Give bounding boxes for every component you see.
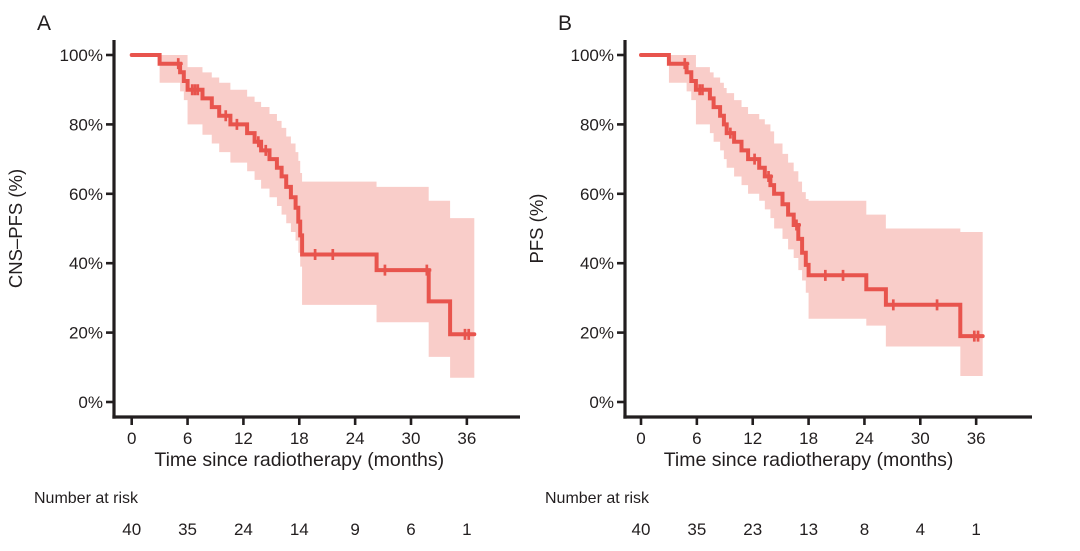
censor-mark-A-13: [464, 328, 474, 340]
y-tick-label-B-20: 20%: [580, 324, 614, 343]
x-axis-title-B: Time since radiotherapy (months): [664, 449, 954, 471]
km-curve-B: [639, 53, 985, 339]
y-axis-title-A: CNS–PFS (%): [5, 169, 26, 288]
risk-value-A-0: 40: [122, 520, 141, 539]
censor-mark-B-7: [820, 269, 830, 281]
censor-mark-A-4: [221, 110, 231, 122]
censor-mark-B-8: [838, 269, 848, 281]
risk-value-B-36: 1: [971, 520, 980, 539]
risk-value-A-12: 24: [234, 520, 253, 539]
x-tick-label-B-24: 24: [855, 429, 874, 448]
y-tick-label-B-60: 60%: [580, 185, 614, 204]
x-tick-label-A-36: 36: [457, 429, 476, 448]
y-tick-label-A-0: 0%: [78, 393, 103, 412]
y-tick-label-A-100: 100%: [60, 46, 103, 65]
y-tick-label-B-40: 40%: [580, 254, 614, 273]
censor-mark-B-6: [791, 219, 801, 231]
censor-mark-A-3: [193, 84, 203, 96]
x-tick-label-B-12: 12: [743, 429, 762, 448]
risk-value-A-36: 1: [462, 520, 471, 539]
ci-band-A: [159, 55, 475, 378]
risk-value-A-6: 35: [178, 520, 197, 539]
censor-mark-A-7: [261, 144, 271, 156]
censor-mark-A-6: [253, 136, 263, 148]
risk-value-B-18: 13: [799, 520, 818, 539]
censor-mark-B-0: [680, 58, 690, 70]
y-tick-label-B-0: 0%: [589, 393, 614, 412]
y-axis-title-B: PFS (%): [526, 194, 547, 264]
risk-value-A-30: 6: [406, 520, 415, 539]
risk-value-B-30: 4: [916, 520, 925, 539]
censor-mark-B-3: [725, 127, 735, 139]
risk-value-B-12: 23: [743, 520, 762, 539]
risk-table-label-A: Number at risk: [34, 490, 139, 507]
panel-A: 0% 20% 40% 60% 80% 100% 0 6 12 18 24 30 36 Time since…: [5, 12, 520, 539]
censor-mark-A-5: [232, 118, 242, 130]
x-tick-label-A-12: 12: [234, 429, 253, 448]
ci-band-B: [668, 55, 983, 376]
x-tick-label-B-30: 30: [911, 429, 930, 448]
censor-mark-B-9: [888, 299, 898, 311]
censor-mark-A-8: [310, 249, 320, 261]
y-tick-label-B-100: 100%: [571, 46, 614, 65]
censor-mark-A-10: [380, 264, 390, 276]
censor-mark-B-12: [973, 330, 983, 342]
y-tick-label-A-40: 40%: [69, 254, 103, 273]
censor-mark-A-9: [328, 249, 338, 261]
x-axis-title-A: Time since radiotherapy (months): [154, 449, 444, 471]
panel-letter-B: B: [558, 12, 572, 35]
censor-mark-A-0: [173, 58, 183, 70]
x-tick-label-B-18: 18: [799, 429, 818, 448]
censor-mark-B-5: [764, 170, 774, 182]
x-tick-label-A-6: 6: [183, 429, 192, 448]
risk-value-B-24: 8: [860, 520, 869, 539]
km-curve-A: [129, 53, 477, 337]
x-tick-label-A-0: 0: [127, 429, 136, 448]
x-tick-label-A-24: 24: [346, 429, 365, 448]
y-tick-label-A-20: 20%: [69, 324, 103, 343]
censor-mark-B-4: [750, 153, 760, 165]
y-tick-label-A-60: 60%: [69, 185, 103, 204]
censor-mark-A-11: [422, 264, 432, 276]
y-tick-label-B-80: 80%: [580, 115, 614, 134]
y-tick-label-A-80: 80%: [69, 115, 103, 134]
risk-value-A-24: 9: [350, 520, 359, 539]
x-tick-label-B-0: 0: [636, 429, 645, 448]
risk-value-A-18: 14: [290, 520, 309, 539]
x-tick-label-A-30: 30: [402, 429, 421, 448]
x-tick-label-B-36: 36: [967, 429, 986, 448]
x-tick-label-B-6: 6: [692, 429, 701, 448]
risk-value-B-6: 35: [687, 520, 706, 539]
x-tick-label-A-18: 18: [290, 429, 309, 448]
risk-value-B-0: 40: [632, 520, 651, 539]
censor-mark-B-10: [932, 299, 942, 311]
panel-letter-A: A: [37, 12, 51, 35]
censor-mark-B-2: [697, 84, 707, 96]
risk-table-label-B: Number at risk: [545, 490, 650, 507]
